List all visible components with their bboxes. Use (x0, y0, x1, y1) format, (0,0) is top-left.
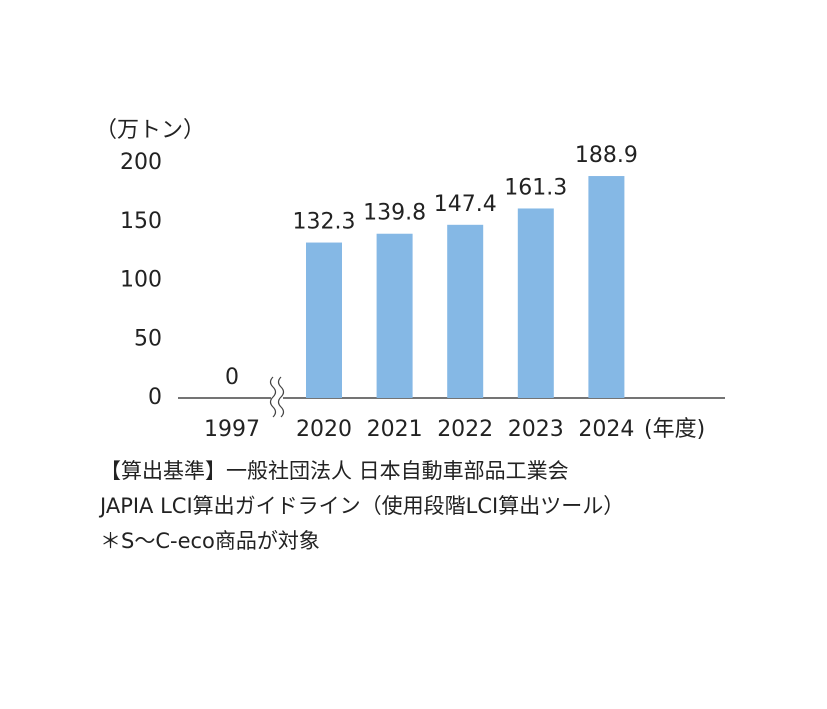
bar (376, 233, 413, 398)
note: 【算出基準】一般社団法人 日本自動車部品工業会 (100, 459, 569, 483)
x-unit: (年度) (644, 417, 705, 442)
break-mark (277, 376, 285, 418)
y-tick-label: 50 (134, 326, 162, 351)
x-tick-label: 2021 (367, 417, 423, 442)
bar (306, 242, 342, 398)
note: JAPIA LCI算出ガイドライン（使用段階LCI算出ツール） (98, 494, 624, 518)
x-tick-label: 1997 (204, 417, 260, 442)
y-tick-label: 0 (148, 385, 162, 410)
y-unit: （万トン） (95, 118, 205, 143)
x-tick-label: 2024 (578, 417, 634, 442)
note: ＊S～C-eco商品が対象 (100, 529, 320, 553)
data-label: 161.3 (504, 175, 567, 200)
x-tick-label: 2022 (437, 417, 493, 442)
data-label: 147.4 (434, 192, 497, 217)
axis-break (269, 376, 285, 418)
bar (517, 208, 554, 398)
break-gap (271, 388, 283, 408)
x-tick-label: 2023 (508, 417, 564, 442)
plot-area: 0 50 100 150 200 0 1997 132.3 2020 139.8 2021 147.4… (120, 143, 725, 442)
bar (588, 176, 625, 398)
data-label: 188.9 (575, 143, 638, 168)
y-tick-label: 150 (120, 209, 162, 234)
data-label: 0 (225, 365, 239, 390)
y-tick-label: 100 (120, 268, 162, 293)
x-tick-label: 2020 (296, 417, 352, 442)
break-mark (269, 376, 277, 418)
data-label: 139.8 (363, 201, 426, 226)
bar (447, 224, 484, 398)
y-tick-label: 200 (120, 150, 162, 175)
data-label: 132.3 (293, 210, 356, 235)
